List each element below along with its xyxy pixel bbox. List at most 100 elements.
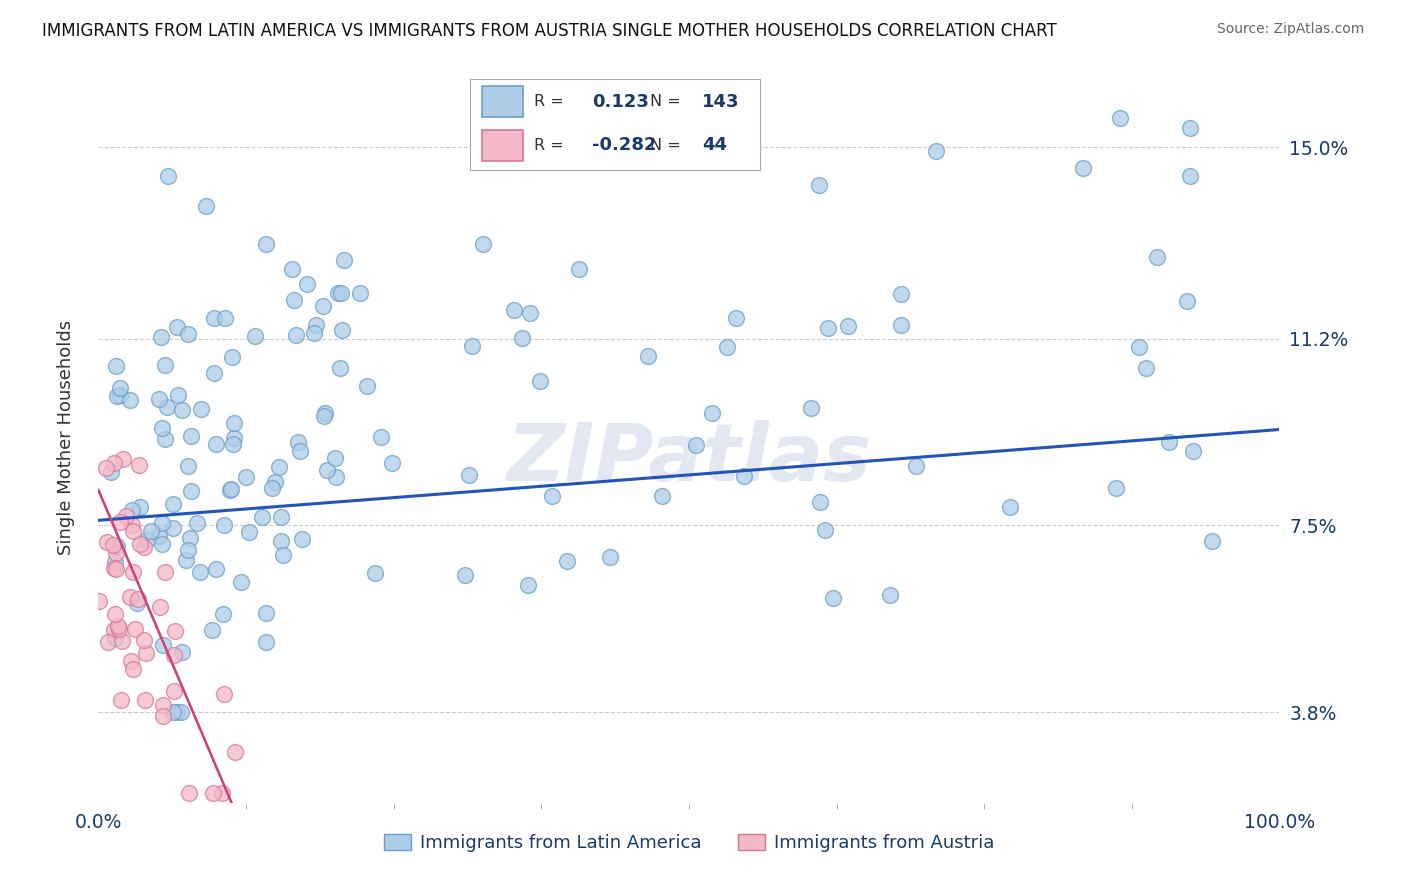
Point xyxy=(285,328,308,343)
Point xyxy=(128,458,150,473)
Point xyxy=(153,565,176,579)
Point xyxy=(262,481,284,495)
Point xyxy=(200,624,222,638)
Point xyxy=(224,745,246,759)
Point xyxy=(516,578,538,592)
Point xyxy=(134,540,156,554)
Point xyxy=(177,327,200,342)
Point xyxy=(808,495,831,509)
Point xyxy=(152,698,174,713)
Point xyxy=(120,654,142,668)
Point xyxy=(195,199,218,213)
Point xyxy=(212,517,235,532)
Point xyxy=(238,524,260,539)
Point xyxy=(1108,111,1130,125)
Point xyxy=(135,647,157,661)
Point xyxy=(165,624,187,638)
Point xyxy=(245,329,267,343)
Point xyxy=(356,379,378,393)
Point xyxy=(150,537,173,551)
Point xyxy=(229,575,252,590)
Point xyxy=(214,311,236,326)
Point xyxy=(599,549,621,564)
Point xyxy=(519,306,541,320)
Point xyxy=(364,566,387,580)
Point xyxy=(139,524,162,538)
Point xyxy=(148,529,170,543)
Point xyxy=(150,329,173,343)
Point xyxy=(814,524,837,538)
Point xyxy=(700,406,723,420)
Point xyxy=(107,618,129,632)
Point xyxy=(1175,294,1198,309)
Point xyxy=(381,456,404,470)
Point xyxy=(190,402,212,417)
Point xyxy=(370,430,392,444)
Point xyxy=(287,434,309,449)
Point xyxy=(267,460,290,475)
Point xyxy=(302,326,325,341)
Point xyxy=(716,340,738,354)
Point xyxy=(152,709,174,723)
Y-axis label: Single Mother Households: Single Mother Households xyxy=(56,319,75,555)
Point xyxy=(105,562,128,576)
Point xyxy=(218,483,240,497)
Point xyxy=(211,786,233,800)
Point xyxy=(349,285,371,300)
Point xyxy=(188,565,211,579)
Point xyxy=(180,484,202,499)
Point xyxy=(1135,360,1157,375)
Point xyxy=(127,597,149,611)
Point xyxy=(329,361,352,376)
Point xyxy=(104,631,127,645)
Point xyxy=(166,388,188,402)
Point xyxy=(330,322,353,336)
Point xyxy=(905,458,928,473)
Point xyxy=(177,543,200,558)
Point xyxy=(333,252,356,267)
Point xyxy=(733,468,755,483)
Point xyxy=(104,555,127,569)
Point xyxy=(1178,169,1201,184)
Point xyxy=(212,607,235,622)
Point xyxy=(325,470,347,484)
Point xyxy=(104,359,127,373)
Point xyxy=(312,299,335,313)
Point xyxy=(214,687,236,701)
Point xyxy=(1201,534,1223,549)
Point xyxy=(97,634,120,648)
Point xyxy=(127,592,149,607)
Point xyxy=(108,388,131,402)
Point xyxy=(224,416,246,430)
Point xyxy=(150,516,173,531)
Point xyxy=(103,623,125,637)
Point xyxy=(166,705,188,719)
Point xyxy=(156,169,179,183)
Point xyxy=(1182,444,1205,458)
Point xyxy=(163,648,186,662)
Point xyxy=(124,622,146,636)
Legend: Immigrants from Latin America, Immigrants from Austria: Immigrants from Latin America, Immigrant… xyxy=(377,827,1001,860)
Point xyxy=(235,470,257,484)
Point xyxy=(283,293,305,307)
Point xyxy=(312,409,335,423)
Point xyxy=(170,402,193,417)
Point xyxy=(202,311,225,326)
Point xyxy=(112,452,135,467)
Point xyxy=(166,320,188,334)
Point xyxy=(108,515,131,529)
Point xyxy=(204,437,226,451)
Point xyxy=(202,786,225,800)
Point xyxy=(180,429,202,443)
Point xyxy=(651,489,673,503)
Point xyxy=(120,393,142,408)
Point xyxy=(1128,340,1150,354)
Point xyxy=(250,510,273,524)
Point xyxy=(170,705,193,719)
Point xyxy=(454,567,477,582)
Text: Source: ZipAtlas.com: Source: ZipAtlas.com xyxy=(1216,22,1364,37)
Point xyxy=(510,331,533,345)
Point xyxy=(890,318,912,332)
Point xyxy=(177,458,200,473)
Point xyxy=(179,532,201,546)
